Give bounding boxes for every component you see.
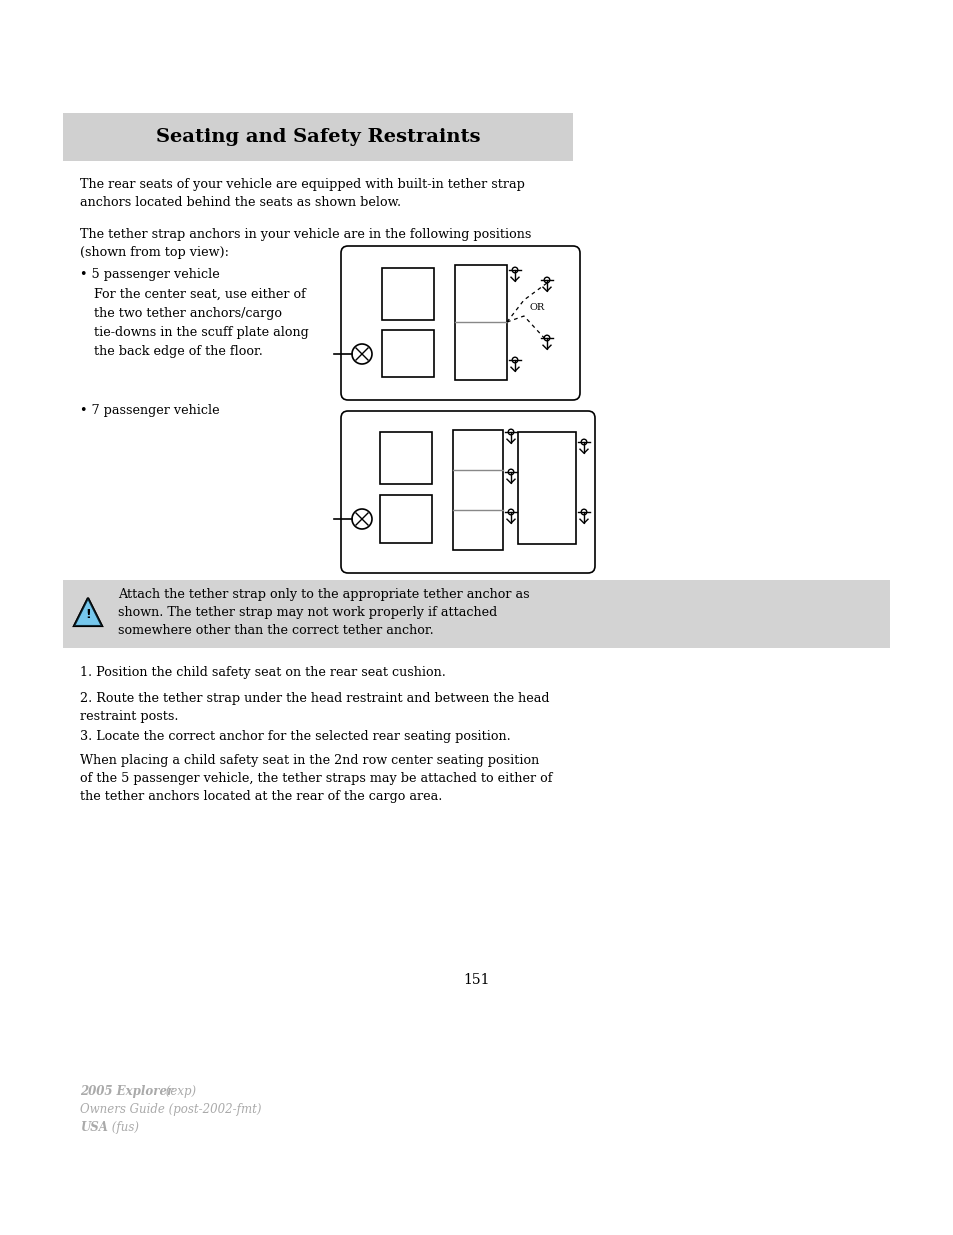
Text: 2005 Explorer: 2005 Explorer xyxy=(80,1086,173,1098)
Text: The rear seats of your vehicle are equipped with built-in tether strap
anchors l: The rear seats of your vehicle are equip… xyxy=(80,178,524,209)
FancyBboxPatch shape xyxy=(340,411,595,573)
Bar xyxy=(517,432,576,543)
Text: (exp): (exp) xyxy=(162,1086,196,1098)
Text: 151: 151 xyxy=(463,973,490,987)
Text: Owners Guide (post-2002-fmt): Owners Guide (post-2002-fmt) xyxy=(80,1103,261,1116)
Text: USA: USA xyxy=(80,1121,108,1134)
Text: Seating and Safety Restraints: Seating and Safety Restraints xyxy=(155,128,479,146)
Bar xyxy=(379,495,432,543)
Text: When placing a child safety seat in the 2nd row center seating position
of the 5: When placing a child safety seat in the … xyxy=(80,755,552,803)
Bar xyxy=(381,268,434,320)
Text: • 7 passenger vehicle: • 7 passenger vehicle xyxy=(80,404,219,417)
Text: !: ! xyxy=(85,609,91,621)
Bar xyxy=(453,430,502,550)
Text: 1. Position the child safety seat on the rear seat cushion.: 1. Position the child safety seat on the… xyxy=(80,666,445,679)
Text: The tether strap anchors in your vehicle are in the following positions
(shown f: The tether strap anchors in your vehicle… xyxy=(80,228,531,259)
Text: (fus): (fus) xyxy=(108,1121,139,1134)
Text: • 5 passenger vehicle: • 5 passenger vehicle xyxy=(80,268,219,282)
FancyBboxPatch shape xyxy=(63,112,573,161)
Text: Attach the tether strap only to the appropriate tether anchor as
shown. The teth: Attach the tether strap only to the appr… xyxy=(118,588,529,637)
Bar xyxy=(455,266,506,380)
Bar xyxy=(379,432,432,484)
Bar xyxy=(63,580,889,648)
Text: OR: OR xyxy=(530,304,545,312)
Bar xyxy=(381,330,434,377)
FancyBboxPatch shape xyxy=(340,246,579,400)
Text: 3. Locate the correct anchor for the selected rear seating position.: 3. Locate the correct anchor for the sel… xyxy=(80,730,510,743)
Text: For the center seat, use either of
the two tether anchors/cargo
tie-downs in the: For the center seat, use either of the t… xyxy=(94,288,309,358)
Polygon shape xyxy=(74,598,102,626)
Text: 2. Route the tether strap under the head restraint and between the head
restrain: 2. Route the tether strap under the head… xyxy=(80,692,549,722)
